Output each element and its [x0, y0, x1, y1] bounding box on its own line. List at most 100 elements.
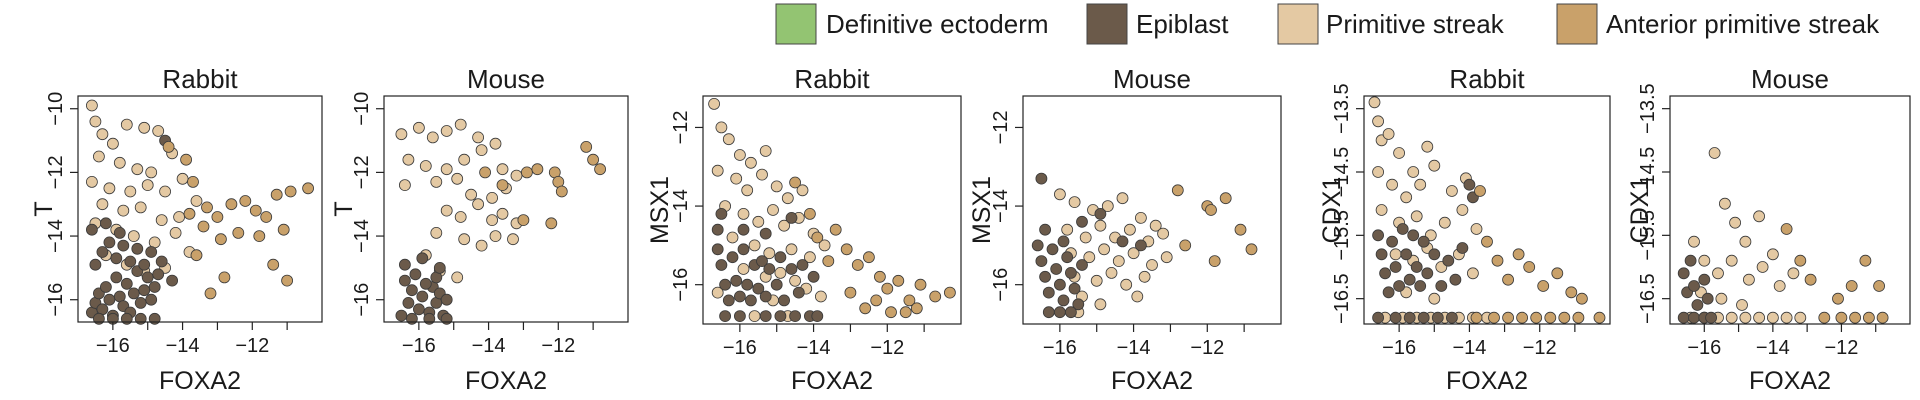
data-point: [929, 290, 942, 303]
data-point: [737, 243, 750, 256]
data-point: [1068, 282, 1081, 295]
x-tick-label: −16: [96, 335, 130, 357]
data-point: [770, 278, 783, 291]
data-point: [1131, 290, 1144, 303]
data-point: [1245, 243, 1258, 256]
data-point: [1054, 278, 1066, 291]
data-point: [117, 204, 130, 217]
data-point: [270, 188, 283, 201]
data-point: [402, 153, 415, 166]
data-point: [1157, 227, 1169, 240]
data-point: [1705, 311, 1717, 324]
data-point: [398, 258, 411, 271]
data-point: [113, 156, 126, 169]
data-point: [1551, 267, 1564, 280]
data-point: [454, 118, 467, 131]
y-tick-label: −16: [990, 268, 1012, 302]
data-point: [711, 286, 724, 299]
data-point: [489, 230, 502, 243]
data-point: [416, 290, 429, 303]
data-point: [1101, 200, 1114, 213]
data-point: [851, 259, 864, 271]
data-point: [580, 140, 593, 153]
data-point: [100, 281, 112, 293]
data-point: [1039, 223, 1051, 236]
scatter-panel-1: Rabbit −16 −14 −12 −16 −14 −12 −10 FOXA2 T: [30, 64, 323, 395]
data-point: [1780, 311, 1793, 324]
series-epiblast: [86, 134, 179, 325]
data-point: [489, 137, 502, 150]
data-point: [778, 294, 790, 307]
x-axis-label: FOXA2: [159, 367, 241, 395]
y-tick-label: −14: [990, 189, 1012, 223]
data-point: [197, 220, 210, 233]
data-point: [722, 294, 735, 307]
data-point: [1572, 311, 1585, 324]
data-point: [1179, 239, 1192, 252]
data-point: [131, 163, 144, 176]
data-point: [166, 274, 179, 287]
data-point: [748, 239, 761, 252]
data-point: [748, 310, 761, 323]
data-point: [124, 255, 137, 268]
data-point: [715, 259, 728, 271]
data-point: [1393, 147, 1405, 159]
data-point: [1208, 255, 1221, 268]
data-point: [1502, 273, 1514, 286]
x-tick-label: −14: [797, 337, 831, 359]
data-point: [1688, 311, 1700, 324]
data-point: [899, 306, 912, 319]
data-point: [785, 243, 798, 256]
data-point: [416, 252, 429, 265]
data-point: [253, 230, 266, 243]
data-point: [103, 293, 116, 306]
data-point: [110, 271, 123, 284]
y-tick-label: −12: [990, 110, 1012, 144]
data-point: [778, 219, 790, 232]
y-tick-label: −10: [351, 92, 373, 126]
data-point: [405, 312, 418, 325]
data-point: [120, 277, 133, 290]
data-point: [1234, 223, 1247, 236]
series-anterior_primitive_streak: [1470, 185, 1606, 324]
data-point: [715, 207, 728, 220]
data-point: [180, 153, 193, 166]
legend-label-anterior_primitive_streak: Anterior primitive streak: [1606, 9, 1880, 39]
data-point: [708, 98, 720, 110]
data-point: [148, 281, 161, 293]
panel-title: Mouse: [1113, 64, 1191, 94]
data-point: [211, 211, 224, 223]
data-point: [1116, 235, 1129, 248]
data-point: [96, 198, 109, 211]
data-point: [1767, 248, 1779, 261]
data-point: [479, 166, 492, 179]
data-point: [1138, 270, 1151, 283]
x-axis-label: FOXA2: [465, 367, 547, 395]
data-point: [1684, 254, 1697, 267]
data-point: [1079, 231, 1092, 244]
data-point: [138, 284, 151, 297]
data-point: [1428, 292, 1441, 305]
data-point: [225, 198, 238, 211]
data-point: [1701, 292, 1714, 305]
data-point: [507, 233, 519, 246]
data-point: [232, 226, 245, 239]
y-tick-label: −12: [670, 110, 692, 144]
data-point: [107, 137, 119, 150]
x-axis-label: FOXA2: [1446, 367, 1528, 395]
data-point: [863, 251, 875, 264]
data-point: [131, 242, 144, 255]
y-tick-label: −16.5: [1637, 273, 1659, 324]
series-anterior_primitive_streak: [1171, 184, 1258, 268]
data-point: [1098, 243, 1110, 256]
data-point: [113, 226, 126, 239]
data-point: [1502, 311, 1514, 324]
data-point: [1523, 261, 1536, 273]
data-point: [1386, 178, 1398, 191]
data-point: [1414, 178, 1427, 191]
data-point: [440, 204, 453, 217]
data-point: [134, 312, 147, 325]
panel-title: Rabbit: [794, 64, 870, 94]
data-point: [1094, 298, 1107, 311]
x-tick-label: −14: [1452, 337, 1486, 359]
